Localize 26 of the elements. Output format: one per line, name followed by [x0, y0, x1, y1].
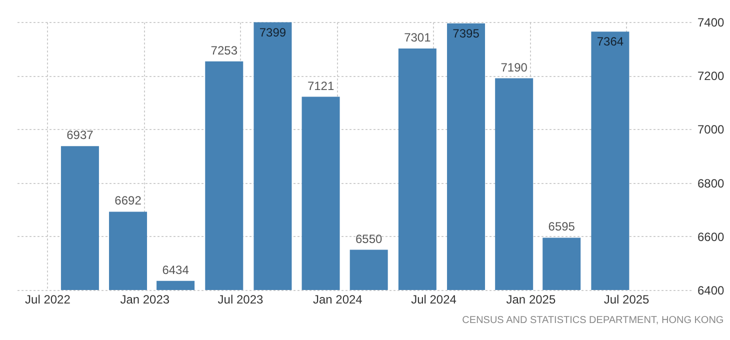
x-tick-label: Jul 2022: [25, 292, 71, 306]
data-label: 7301: [404, 30, 432, 45]
data-label: 7190: [500, 60, 528, 74]
data-label: 7395: [452, 26, 480, 40]
data-label: 7364: [596, 34, 624, 49]
data-label: 6595: [548, 220, 576, 234]
x-tick-label: Jul 2025: [604, 292, 650, 306]
data-label: 6692: [114, 194, 142, 208]
data-label: 7399: [259, 25, 286, 40]
x-tick-label: Jan 2024: [312, 292, 363, 306]
y-tick-label: 6600: [698, 230, 725, 244]
x-tick-label: Jul 2024: [411, 292, 457, 306]
data-label: 6434: [162, 262, 190, 277]
y-tick-label: 6400: [698, 284, 725, 298]
x-tick-label: Jan 2023: [120, 292, 170, 306]
x-tick-label: Jul 2023: [218, 292, 264, 306]
x-tick-label: Jan 2025: [506, 292, 556, 306]
y-tick-label: 6800: [698, 176, 725, 190]
y-tick-label: 7400: [698, 16, 725, 30]
y-tick-label: 7200: [698, 69, 725, 84]
y-tick-label: 7000: [698, 122, 725, 137]
data-label: 7253: [210, 43, 238, 58]
data-label: 7121: [307, 78, 334, 93]
data-label: 6550: [355, 232, 383, 246]
text: CENSUS AND STATISTICS DEPARTMENT, HONG KONG: [462, 315, 724, 326]
data-label: 6937: [66, 128, 94, 142]
